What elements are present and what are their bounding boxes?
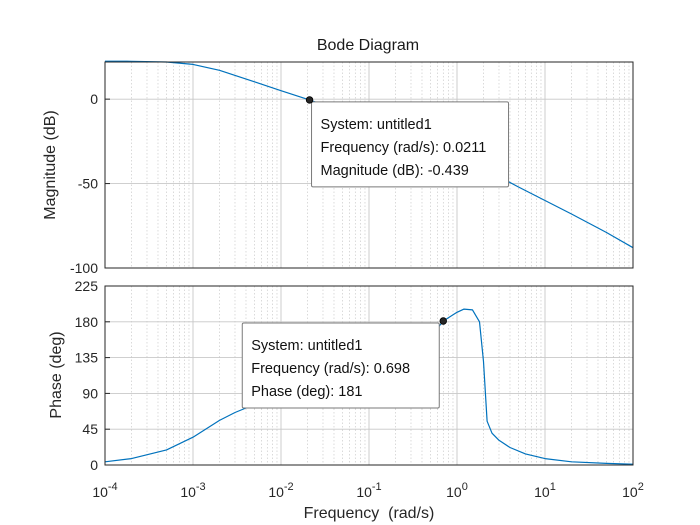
magnitude-datatip-box bbox=[311, 101, 510, 188]
phase-ytick-label: 180 bbox=[75, 314, 99, 330]
x-tick-label: 10-4 bbox=[92, 481, 117, 500]
x-tick-base: 10 bbox=[268, 484, 284, 500]
x-tick-exponent: 1 bbox=[550, 481, 556, 493]
magnitude-datatip-marker bbox=[305, 96, 314, 104]
x-tick-exponent: -3 bbox=[196, 481, 206, 493]
x-tick-label: 10-2 bbox=[268, 481, 293, 500]
magnitude-panel[interactable]: 0 -50 -100 Magnitude (dB) System: untitled… bbox=[42, 60, 634, 276]
x-axis-label: Frequency (rad/s) bbox=[304, 505, 435, 522]
x-tick-exponent: -4 bbox=[108, 481, 118, 493]
magnitude-datatip-line: Magnitude (dB): -0.439 bbox=[321, 163, 469, 179]
phase-ytick-label: 90 bbox=[82, 385, 98, 401]
phase-datatip[interactable]: System: untitled1 Frequency (rad/s): 0.69… bbox=[241, 317, 447, 409]
x-tick-base: 10 bbox=[622, 484, 638, 500]
phase-ytick-label: 135 bbox=[75, 350, 99, 366]
x-tick-exponent: 2 bbox=[638, 481, 644, 493]
magnitude-ytick-label: -100 bbox=[70, 260, 98, 276]
x-tick-exponent: -2 bbox=[284, 481, 294, 493]
x-tick-base: 10 bbox=[446, 484, 462, 500]
phase-datatip-line: Phase (deg): 181 bbox=[251, 384, 362, 400]
x-tick-label: 101 bbox=[534, 481, 556, 500]
x-tick-base: 10 bbox=[534, 484, 550, 500]
phase-ytick-label: 45 bbox=[82, 421, 98, 437]
magnitude-datatip-line: Frequency (rad/s): 0.0211 bbox=[321, 140, 487, 156]
phase-series-line bbox=[104, 308, 634, 465]
x-tick-label: 102 bbox=[622, 481, 644, 500]
magnitude-datatip[interactable]: System: untitled1 Frequency (rad/s): 0.02… bbox=[305, 96, 510, 188]
magnitude-ylabel: Magnitude (dB) bbox=[42, 110, 59, 219]
magnitude-axes-box bbox=[104, 61, 634, 269]
phase-datatip-marker bbox=[439, 317, 447, 325]
phase-curve bbox=[104, 308, 634, 465]
phase-datatip-line: System: untitled1 bbox=[251, 338, 362, 354]
x-tick-exponent: 0 bbox=[462, 481, 468, 493]
x-tick-exponent: -1 bbox=[372, 481, 382, 493]
x-tick-base: 10 bbox=[92, 484, 108, 500]
phase-ytick-label: 0 bbox=[90, 457, 98, 473]
magnitude-yticks: 0 -50 -100 bbox=[70, 91, 110, 276]
magnitude-ytick-label: 0 bbox=[90, 91, 98, 107]
x-tick-label: 10-3 bbox=[180, 481, 205, 500]
phase-ylabel: Phase (deg) bbox=[48, 331, 65, 418]
magnitude-ytick-label: -50 bbox=[78, 176, 98, 192]
magnitude-datatip-line: System: untitled1 bbox=[321, 117, 432, 133]
phase-ytick-label: 225 bbox=[75, 278, 99, 294]
phase-axes-box bbox=[104, 285, 634, 466]
x-tick-base: 10 bbox=[356, 484, 372, 500]
phase-datatip-line: Frequency (rad/s): 0.698 bbox=[251, 361, 410, 377]
x-tick-label: 10-1 bbox=[356, 481, 381, 500]
x-tick-label: 100 bbox=[446, 481, 468, 500]
phase-yticks: 0 45 90 135 180 225 bbox=[75, 278, 110, 473]
chart-title: Bode Diagram bbox=[317, 37, 419, 54]
x-tick-labels: 10-4 10-3 10-2 10-1 100 101 102 bbox=[92, 481, 644, 500]
phase-datatip-box bbox=[241, 322, 440, 409]
phase-panel[interactable]: 0 45 90 135 180 225 Phase (deg) System: untit… bbox=[48, 278, 634, 473]
x-tick-base: 10 bbox=[180, 484, 196, 500]
